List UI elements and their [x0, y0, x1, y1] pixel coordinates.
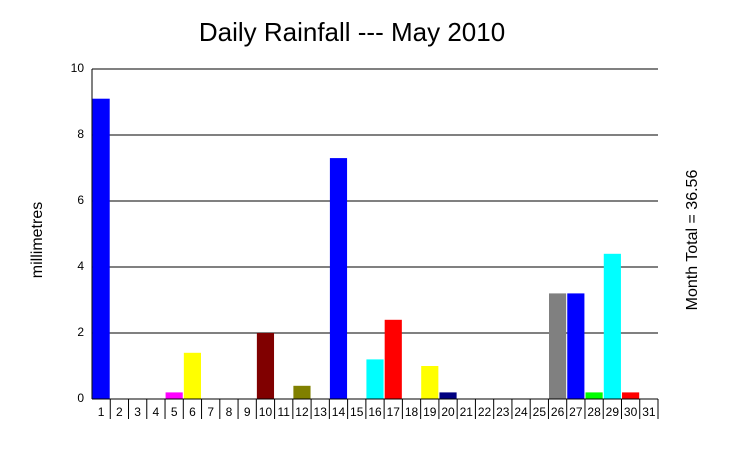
- x-tick-label: 5: [171, 405, 178, 419]
- x-tick-label: 24: [514, 405, 528, 419]
- y-tick-label: 4: [77, 259, 84, 273]
- y-axis-label: millimetres: [29, 202, 46, 278]
- x-tick-label: 18: [405, 405, 419, 419]
- x-tick-label: 26: [551, 405, 565, 419]
- x-tick-label: 27: [569, 405, 583, 419]
- x-tick-label: 7: [207, 405, 214, 419]
- y-tick-label: 8: [77, 127, 84, 141]
- bar: [439, 392, 457, 399]
- x-tick-label: 17: [387, 405, 401, 419]
- x-tick-label: 20: [441, 405, 455, 419]
- x-tick-label: 14: [332, 405, 346, 419]
- x-tick-label: 21: [460, 405, 474, 419]
- x-tick-label: 16: [368, 405, 382, 419]
- x-tick-label: 25: [533, 405, 547, 419]
- x-tick-label: 9: [244, 405, 251, 419]
- x-tick-label: 8: [226, 405, 233, 419]
- bar: [329, 158, 348, 399]
- bar: [421, 366, 439, 399]
- bar: [548, 293, 567, 399]
- bar: [165, 392, 183, 399]
- y-tick-label: 10: [71, 61, 85, 75]
- x-tick-label: 3: [134, 405, 141, 419]
- bar: [293, 385, 311, 399]
- x-tick-label: 2: [116, 405, 123, 419]
- x-tick-label: 1: [98, 405, 105, 419]
- x-tick-label: 30: [624, 405, 638, 419]
- x-tick-label: 6: [189, 405, 196, 419]
- bar: [567, 293, 585, 399]
- bar: [585, 392, 603, 399]
- annotation: Month Total = 36.56: [684, 170, 701, 311]
- x-tick-label: 22: [478, 405, 492, 419]
- y-tick-label: 6: [77, 193, 84, 207]
- bar: [366, 359, 384, 399]
- y-tick-label: 2: [77, 325, 84, 339]
- x-tick-label: 31: [642, 405, 656, 419]
- x-tick-label: 28: [587, 405, 601, 419]
- x-tick-label: 19: [423, 405, 437, 419]
- y-tick-label: 0: [77, 391, 84, 405]
- bar: [384, 319, 402, 399]
- x-tick-label: 15: [350, 405, 364, 419]
- x-tick-label: 12: [295, 405, 309, 419]
- x-tick-label: 10: [259, 405, 273, 419]
- bar: [256, 333, 275, 399]
- x-tick-label: 23: [496, 405, 510, 419]
- x-tick-label: 13: [314, 405, 328, 419]
- bar: [603, 253, 621, 399]
- x-tick-label: 4: [153, 405, 160, 419]
- x-tick-label: 11: [277, 405, 290, 419]
- x-tick-label: 29: [606, 405, 620, 419]
- bar: [622, 392, 640, 399]
- chart-title: Daily Rainfall --- May 2010: [199, 17, 505, 47]
- bar: [183, 352, 202, 399]
- bar: [92, 98, 110, 399]
